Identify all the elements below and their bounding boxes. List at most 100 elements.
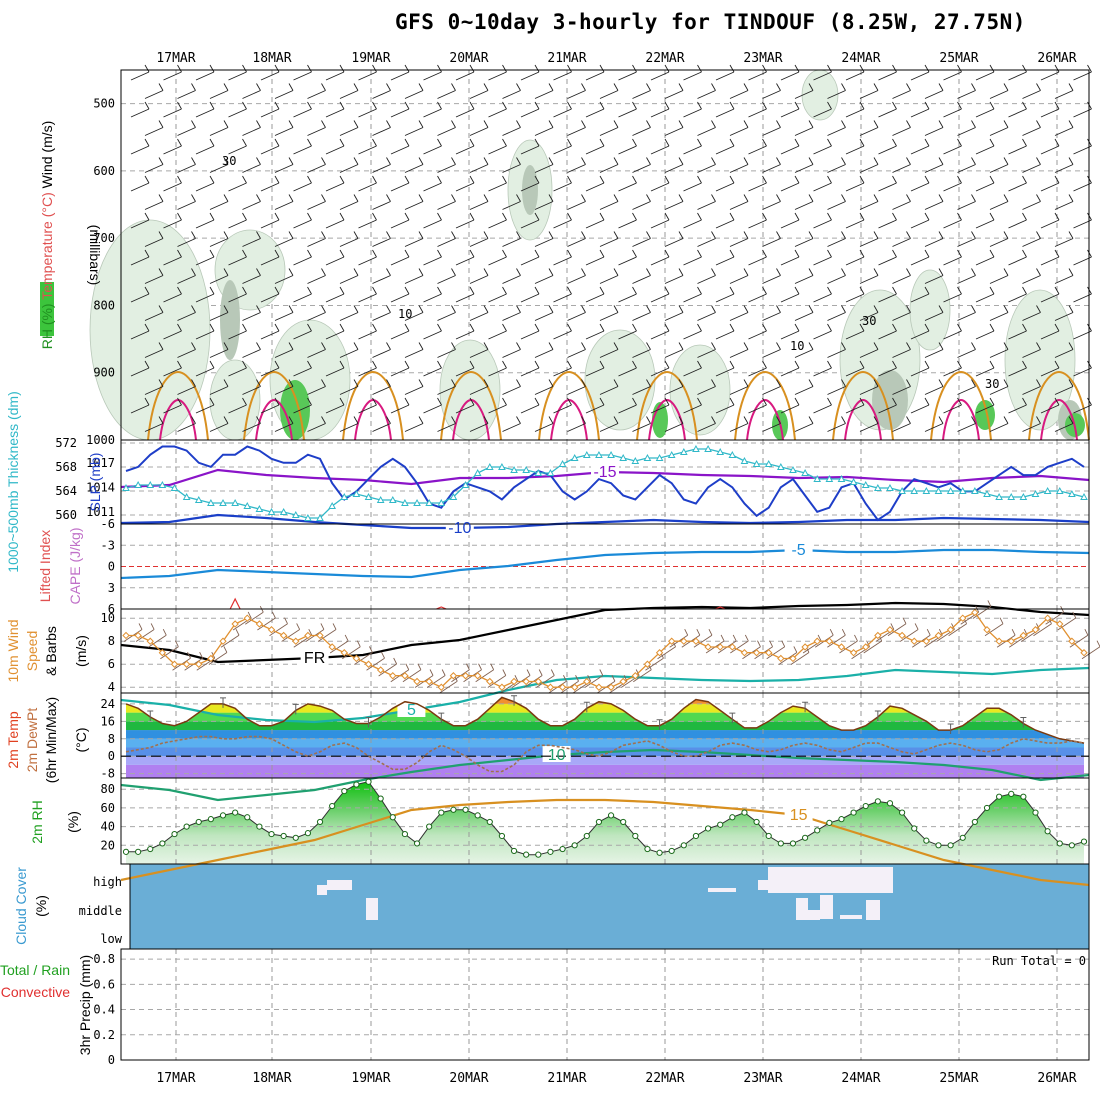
wind-barb — [845, 64, 865, 81]
rh-marker — [983, 804, 991, 812]
wind-barb — [794, 342, 814, 358]
wind-barb — [599, 416, 619, 432]
thickness-marker — [401, 498, 409, 506]
wind-barb — [144, 194, 164, 210]
wind-barb — [650, 212, 670, 229]
wind-barb — [567, 194, 586, 210]
wind-barb — [148, 629, 167, 648]
wind-barb — [325, 175, 345, 192]
wind-barb — [130, 64, 150, 81]
rh-shade-dark — [872, 370, 908, 430]
wind-barb — [469, 231, 489, 247]
wind-barb — [618, 64, 637, 81]
wind-speed-marker — [692, 637, 700, 645]
wind-barb — [469, 268, 489, 284]
wind-barb — [339, 120, 359, 136]
thickness-tick-label: 572 — [55, 436, 77, 450]
wind-barb — [910, 212, 930, 229]
thickness-marker — [946, 486, 955, 494]
wind-barb — [892, 305, 911, 321]
wind-speed-marker — [898, 631, 906, 640]
wind-barb — [195, 64, 215, 81]
wind-barb — [957, 342, 976, 358]
panel-frame-4 — [120, 608, 1090, 694]
wind-speed-marker — [182, 660, 191, 668]
thickness-ylabel: 1000~500mb Thickness (dm) — [5, 391, 21, 572]
wind-barb — [910, 397, 930, 414]
wind-barb — [209, 379, 229, 395]
wind-barb — [729, 194, 749, 210]
thickness-marker — [219, 498, 227, 506]
rh-marker — [535, 851, 542, 858]
wind-barb — [163, 286, 182, 303]
temperature-contour-20 — [636, 370, 698, 441]
wind-barb — [228, 64, 247, 81]
wind-speed-marker — [801, 643, 809, 651]
wind-speed-marker — [401, 672, 409, 680]
wind-barb — [585, 397, 605, 414]
wind-barb — [455, 286, 475, 303]
temp-tick-label: 8 — [108, 732, 115, 746]
wind-barb — [618, 323, 637, 340]
wind-speed-marker — [243, 614, 251, 622]
temperature-contour-20 — [147, 370, 209, 441]
thickness-marker — [510, 465, 518, 473]
rh-marker — [183, 823, 190, 830]
wind-barb — [354, 646, 373, 665]
pressure-tick-label: 1000 — [86, 433, 115, 447]
thickness-marker — [255, 504, 264, 512]
rh-legend-swatch — [40, 282, 54, 336]
wind-barb — [729, 157, 749, 173]
wind-barb — [715, 323, 735, 340]
wind-barb — [195, 286, 215, 303]
wind-barb — [780, 360, 800, 377]
wind-barb — [827, 342, 846, 358]
wind-barb — [989, 416, 1009, 432]
wind-barb — [827, 416, 846, 432]
wind-barb — [520, 212, 540, 229]
rh-shade-dark — [522, 165, 538, 215]
pressure-tick-label: 600 — [93, 164, 115, 178]
wind-barb — [455, 323, 475, 340]
wind-barb — [520, 249, 540, 266]
temp-line — [125, 696, 1085, 744]
wind-barb — [1054, 231, 1074, 247]
wind-barb — [878, 360, 897, 377]
temp-ylabel: 2m DewPt — [24, 708, 40, 773]
wind-barb — [762, 342, 781, 358]
wind-barb — [404, 231, 424, 247]
wind-speed-marker — [158, 649, 167, 657]
wind-barb — [827, 305, 846, 321]
rh-tick-label: 60 — [101, 801, 115, 815]
wind-barb — [827, 120, 846, 136]
wind-barb — [957, 379, 976, 395]
wind-barb — [220, 629, 240, 648]
temp-band — [126, 738, 1084, 748]
temperature-contour-20 — [538, 370, 600, 441]
wind-barb — [488, 138, 507, 155]
wind-barb — [274, 379, 294, 395]
wind-barb — [827, 231, 846, 247]
wind-barb — [423, 397, 442, 414]
wind-barb — [794, 157, 814, 173]
wind-barb — [502, 120, 521, 136]
rh-shade-green — [975, 400, 995, 430]
wind-barb — [372, 342, 391, 358]
wind-barb — [358, 397, 377, 414]
wind-barb — [618, 138, 637, 155]
wind-speed-marker — [449, 672, 458, 680]
wind-speed-marker — [704, 643, 712, 651]
slp-ylabel: SLP (mb) — [87, 453, 103, 512]
wind-barb — [762, 120, 781, 136]
wind-barb — [762, 157, 781, 173]
wind-barb — [618, 175, 637, 192]
wind-speed-marker — [1068, 637, 1076, 645]
rh-contour-label: 10 — [790, 339, 804, 353]
temperature-contour-25 — [159, 398, 197, 441]
temperature-contour-label: -10 — [448, 520, 471, 537]
rh-marker — [474, 812, 481, 819]
wind-barb — [242, 342, 261, 358]
wind-barb — [469, 305, 489, 321]
wind-barb — [1022, 379, 1041, 395]
wind-barb — [599, 379, 619, 395]
